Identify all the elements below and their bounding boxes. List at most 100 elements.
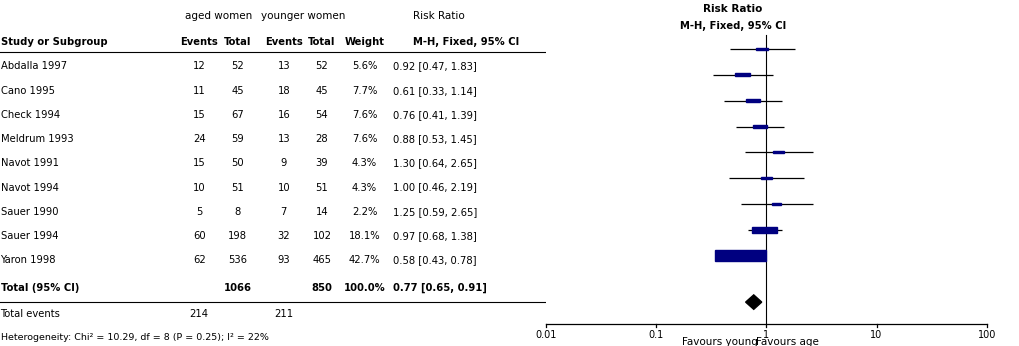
Text: aged women: aged women xyxy=(184,11,252,20)
Text: 0.76 [0.41, 1.39]: 0.76 [0.41, 1.39] xyxy=(392,110,476,120)
Text: Cano 1995: Cano 1995 xyxy=(1,86,54,95)
Text: 9: 9 xyxy=(280,158,286,168)
Text: 0.01: 0.01 xyxy=(535,330,555,340)
Text: 51: 51 xyxy=(315,183,328,192)
Text: 1.30 [0.64, 2.65]: 1.30 [0.64, 2.65] xyxy=(392,158,476,168)
Text: 100.0%: 100.0% xyxy=(343,283,385,293)
Text: 24: 24 xyxy=(193,134,205,144)
Text: 12: 12 xyxy=(193,62,206,71)
Text: Meldrum 1993: Meldrum 1993 xyxy=(1,134,73,144)
Text: 45: 45 xyxy=(315,86,328,95)
Text: M-H, Fixed, 95% CI: M-H, Fixed, 95% CI xyxy=(413,37,519,47)
Text: 1: 1 xyxy=(762,330,768,340)
Text: 18: 18 xyxy=(277,86,289,95)
Text: 16: 16 xyxy=(277,110,289,120)
Text: 14: 14 xyxy=(315,207,328,217)
Text: 59: 59 xyxy=(230,134,244,144)
Text: Events: Events xyxy=(180,37,218,47)
Bar xyxy=(751,227,776,233)
Text: 5.6%: 5.6% xyxy=(352,62,377,71)
Text: 0.61 [0.33, 1.14]: 0.61 [0.33, 1.14] xyxy=(392,86,476,95)
Text: 211: 211 xyxy=(274,309,293,319)
Text: Favours young: Favours young xyxy=(682,337,757,346)
Bar xyxy=(714,250,765,261)
Text: 10: 10 xyxy=(277,183,289,192)
Polygon shape xyxy=(745,295,761,309)
Text: 28: 28 xyxy=(315,134,328,144)
Text: 45: 45 xyxy=(231,86,244,95)
Text: Total events: Total events xyxy=(1,309,60,319)
Text: Events: Events xyxy=(265,37,303,47)
Text: 536: 536 xyxy=(227,255,247,265)
Text: 52: 52 xyxy=(315,62,328,71)
Text: Check 1994: Check 1994 xyxy=(1,110,60,120)
Text: 465: 465 xyxy=(312,255,331,265)
Bar xyxy=(735,73,749,76)
Text: 7.7%: 7.7% xyxy=(352,86,377,95)
Text: 50: 50 xyxy=(231,158,244,168)
Text: 0.1: 0.1 xyxy=(648,330,663,340)
Text: Abdalla 1997: Abdalla 1997 xyxy=(1,62,66,71)
Text: younger women: younger women xyxy=(261,11,344,20)
Text: 2.2%: 2.2% xyxy=(352,207,377,217)
Bar xyxy=(745,99,759,102)
Bar xyxy=(752,125,766,128)
Bar xyxy=(772,151,784,154)
Text: 198: 198 xyxy=(227,231,247,241)
Bar xyxy=(771,203,781,205)
Text: 54: 54 xyxy=(315,110,328,120)
Text: Risk Ratio: Risk Ratio xyxy=(703,4,762,14)
Text: 52: 52 xyxy=(230,62,244,71)
Text: Total (95% CI): Total (95% CI) xyxy=(1,283,78,293)
Text: 4.3%: 4.3% xyxy=(352,158,377,168)
Text: 10: 10 xyxy=(869,330,881,340)
Text: Navot 1991: Navot 1991 xyxy=(1,158,58,168)
Text: 850: 850 xyxy=(311,283,332,293)
Text: M-H, Fixed, 95% CI: M-H, Fixed, 95% CI xyxy=(680,21,786,31)
Bar xyxy=(760,177,771,179)
Text: 1066: 1066 xyxy=(223,283,251,293)
Text: 32: 32 xyxy=(277,231,289,241)
Text: 60: 60 xyxy=(193,231,205,241)
Text: 7.6%: 7.6% xyxy=(352,134,377,144)
Text: Heterogeneity: Chi² = 10.29, df = 8 (P = 0.25); I² = 22%: Heterogeneity: Chi² = 10.29, df = 8 (P =… xyxy=(1,333,268,342)
Text: 67: 67 xyxy=(230,110,244,120)
Text: 15: 15 xyxy=(193,158,206,168)
Text: 7: 7 xyxy=(280,207,286,217)
Bar xyxy=(755,48,767,51)
Text: 15: 15 xyxy=(193,110,206,120)
Text: Weight: Weight xyxy=(344,37,384,47)
Text: Study or Subgroup: Study or Subgroup xyxy=(1,37,107,47)
Text: Yaron 1998: Yaron 1998 xyxy=(1,255,56,265)
Text: 62: 62 xyxy=(193,255,206,265)
Text: 13: 13 xyxy=(277,134,289,144)
Text: 51: 51 xyxy=(230,183,244,192)
Text: Total: Total xyxy=(223,37,251,47)
Text: 11: 11 xyxy=(193,86,206,95)
Text: 8: 8 xyxy=(234,207,240,217)
Text: 10: 10 xyxy=(193,183,205,192)
Text: 0.88 [0.53, 1.45]: 0.88 [0.53, 1.45] xyxy=(392,134,476,144)
Text: 7.6%: 7.6% xyxy=(352,110,377,120)
Text: Navot 1994: Navot 1994 xyxy=(1,183,58,192)
Text: 4.3%: 4.3% xyxy=(352,183,377,192)
Text: Sauer 1994: Sauer 1994 xyxy=(1,231,58,241)
Text: 1.25 [0.59, 2.65]: 1.25 [0.59, 2.65] xyxy=(392,207,477,217)
Text: 0.77 [0.65, 0.91]: 0.77 [0.65, 0.91] xyxy=(392,283,486,293)
Text: 102: 102 xyxy=(312,231,331,241)
Text: 100: 100 xyxy=(976,330,995,340)
Text: 93: 93 xyxy=(277,255,289,265)
Text: 42.7%: 42.7% xyxy=(348,255,380,265)
Text: Favours age: Favours age xyxy=(755,337,818,346)
Text: Total: Total xyxy=(308,37,335,47)
Text: 0.92 [0.47, 1.83]: 0.92 [0.47, 1.83] xyxy=(392,62,476,71)
Text: 13: 13 xyxy=(277,62,289,71)
Text: 0.97 [0.68, 1.38]: 0.97 [0.68, 1.38] xyxy=(392,231,476,241)
Text: 1.00 [0.46, 2.19]: 1.00 [0.46, 2.19] xyxy=(392,183,476,192)
Text: 18.1%: 18.1% xyxy=(348,231,380,241)
Text: 214: 214 xyxy=(190,309,209,319)
Text: 0.58 [0.43, 0.78]: 0.58 [0.43, 0.78] xyxy=(392,255,476,265)
Text: 5: 5 xyxy=(196,207,202,217)
Text: Risk Ratio: Risk Ratio xyxy=(413,11,465,20)
Text: Sauer 1990: Sauer 1990 xyxy=(1,207,58,217)
